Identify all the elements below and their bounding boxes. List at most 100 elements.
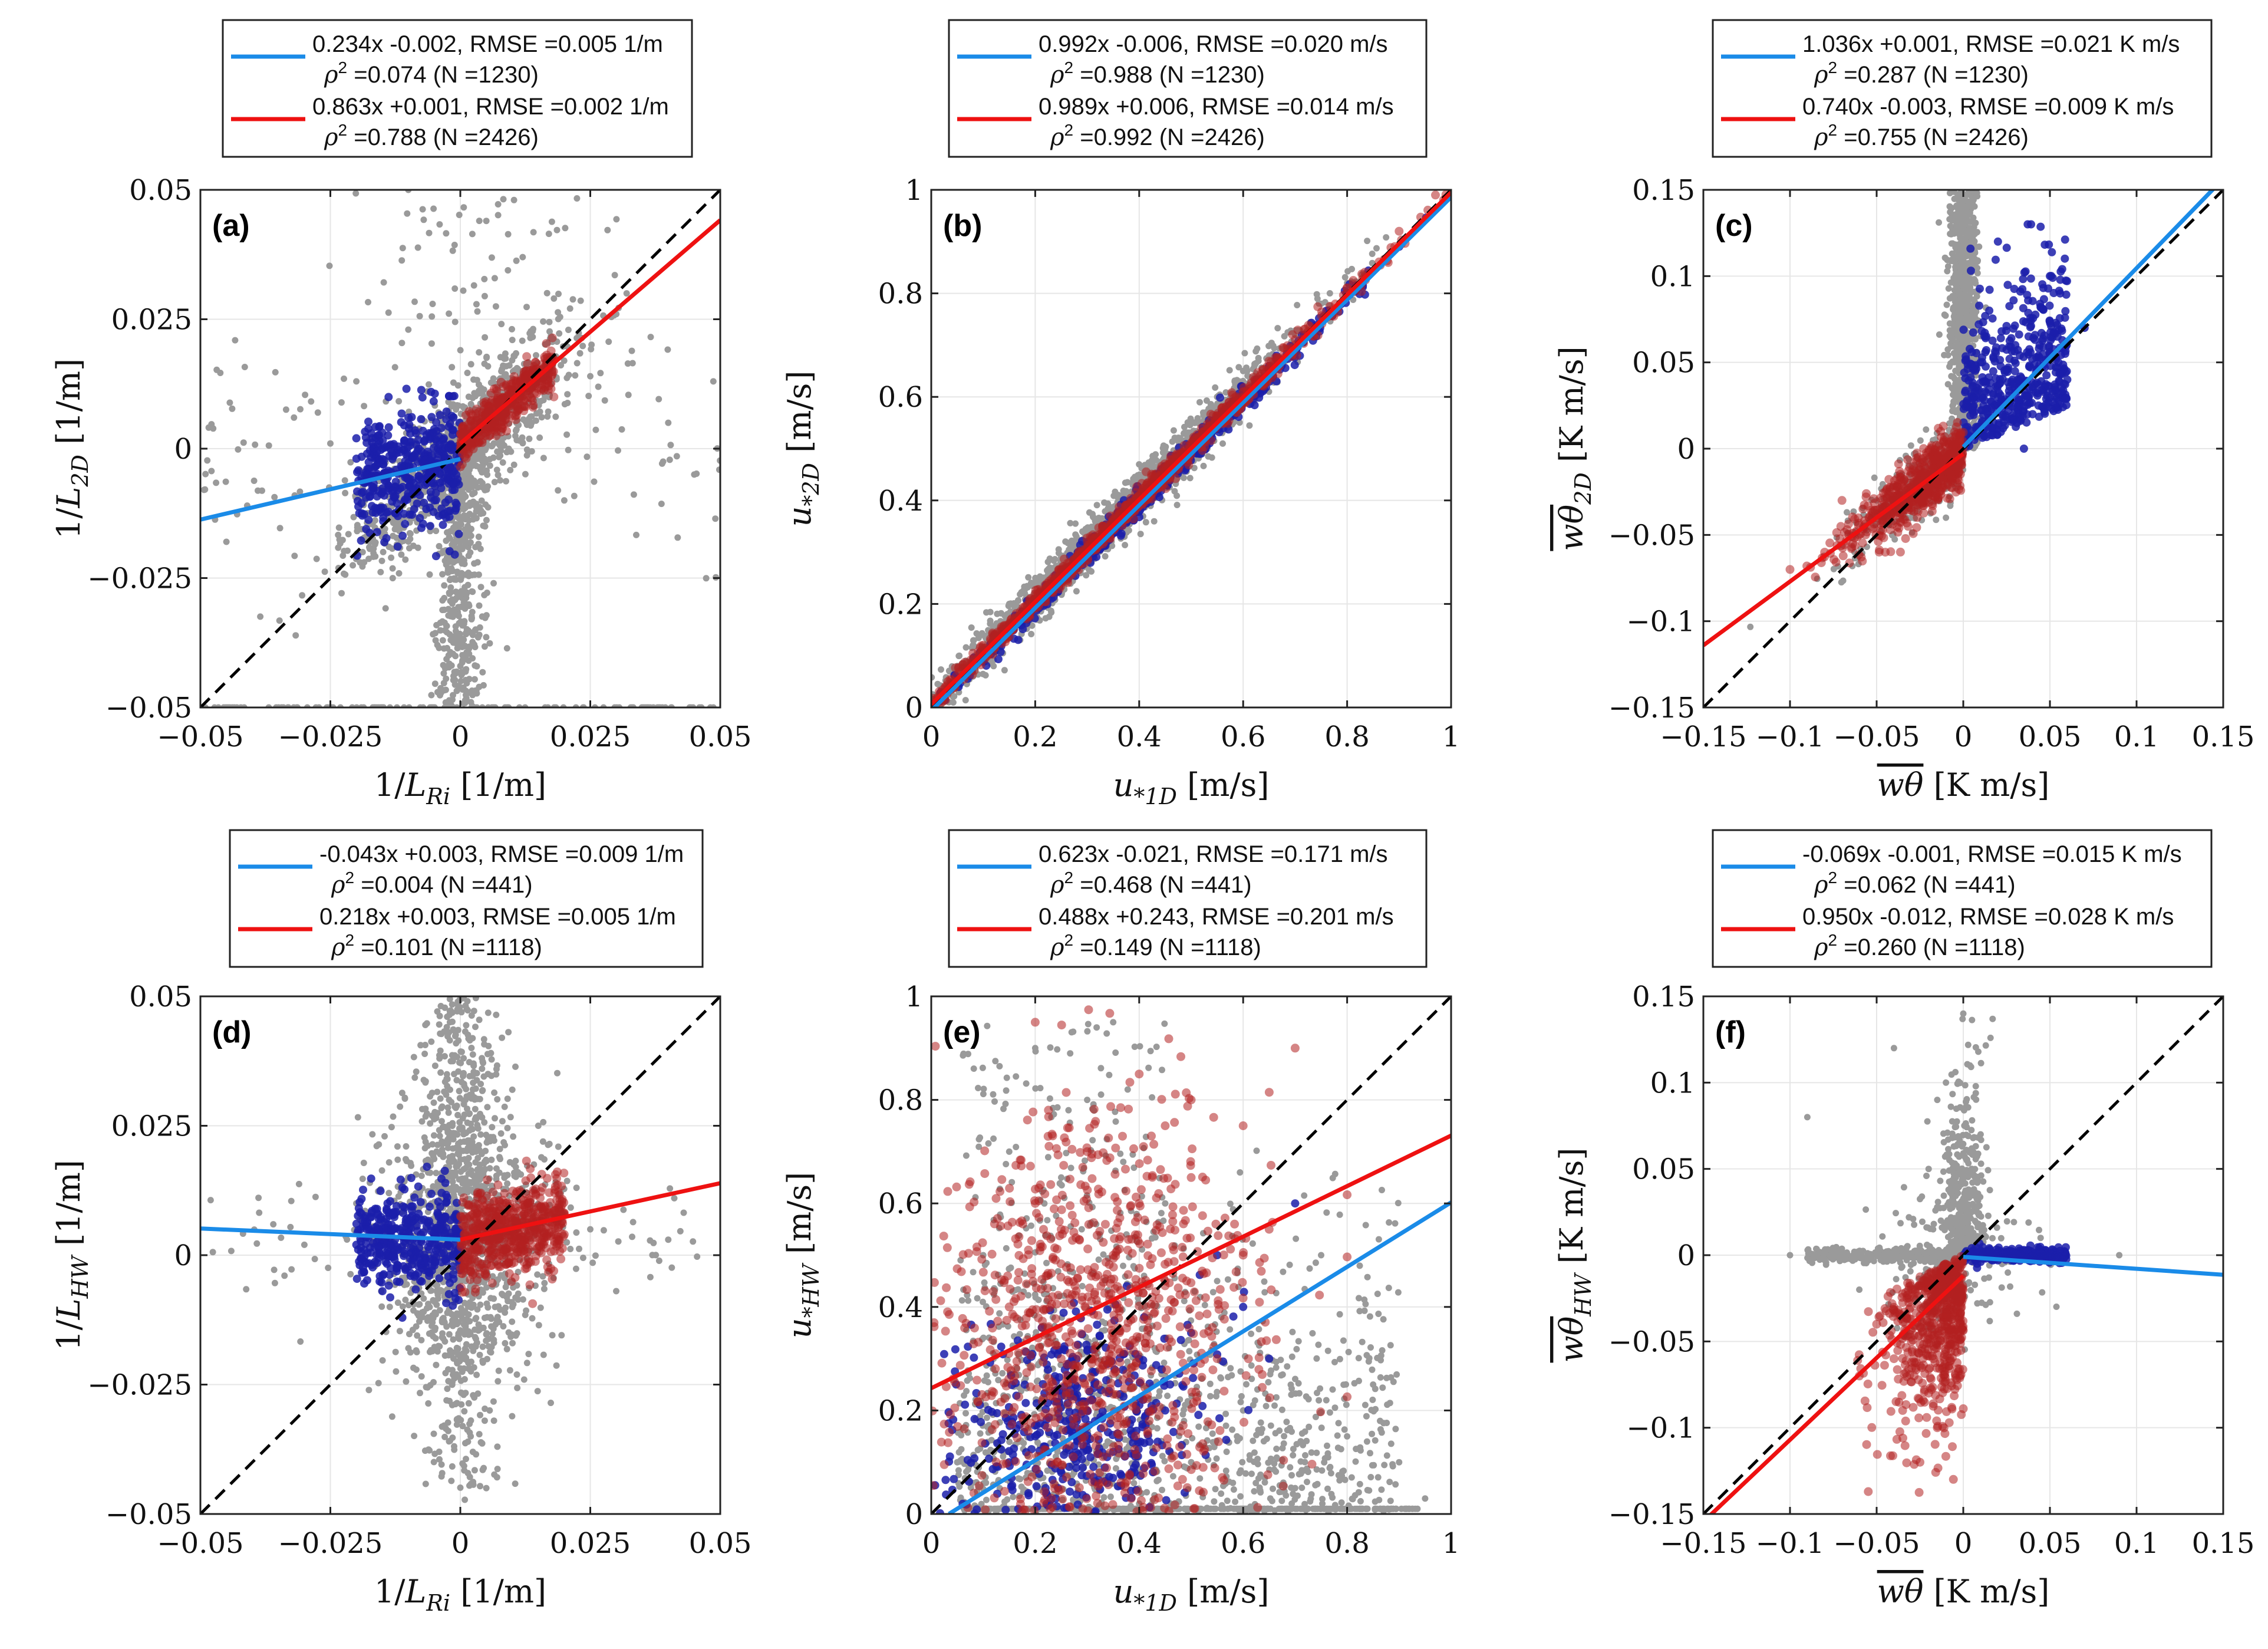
point-gray	[462, 667, 469, 673]
point-blue	[429, 443, 438, 452]
point-gray	[1383, 234, 1390, 241]
point-gray	[597, 370, 604, 377]
point-gray	[467, 361, 474, 368]
point-gray	[962, 644, 970, 651]
point-gray	[380, 279, 387, 286]
point-gray	[1200, 462, 1207, 469]
point-gray	[404, 210, 411, 217]
point-gray	[496, 453, 503, 460]
point-gray	[377, 568, 384, 575]
point-blue	[452, 500, 461, 509]
point-gray	[389, 565, 396, 572]
point-gray	[344, 547, 351, 554]
point-gray	[510, 196, 517, 203]
point-gray	[476, 624, 483, 631]
point-blue	[405, 482, 414, 491]
point-blue	[426, 503, 434, 512]
point-gray	[345, 531, 352, 538]
point-gray	[513, 426, 520, 433]
point-gray	[426, 571, 433, 578]
point-gray	[466, 650, 473, 657]
point-gray	[405, 326, 412, 333]
point-gray	[540, 455, 547, 462]
point-gray	[613, 216, 620, 223]
point-gray	[469, 655, 476, 662]
point-gray	[624, 360, 631, 367]
point-gray	[461, 584, 468, 591]
point-gray	[308, 398, 315, 405]
point-gray	[573, 360, 581, 367]
point-gray	[550, 295, 558, 302]
point-gray	[546, 318, 553, 325]
point-gray	[1254, 345, 1261, 352]
point-gray	[1073, 588, 1080, 595]
point-gray	[548, 218, 555, 225]
point-gray	[405, 538, 412, 545]
point-blue	[394, 486, 403, 495]
point-blue	[354, 502, 362, 511]
point-gray	[540, 318, 547, 325]
point-gray	[512, 432, 519, 439]
point-gray	[1219, 440, 1226, 447]
point-gray	[528, 419, 535, 426]
point-gray	[433, 621, 440, 628]
point-gray	[540, 397, 547, 404]
point-gray	[483, 353, 490, 360]
point-gray	[495, 472, 502, 479]
point-gray	[297, 406, 304, 413]
point-gray	[326, 262, 333, 269]
point-blue	[440, 451, 449, 460]
point-gray	[553, 226, 561, 233]
point-gray	[259, 487, 265, 494]
point-blue	[383, 442, 391, 451]
point-gray	[1122, 542, 1129, 548]
point-gray	[480, 682, 487, 689]
point-gray	[569, 296, 576, 303]
point-blue	[402, 384, 411, 393]
point-gray	[488, 254, 495, 261]
point-gray	[399, 245, 406, 252]
point-gray	[385, 309, 392, 316]
point-blue	[352, 434, 361, 443]
point-gray	[486, 462, 493, 469]
point-gray	[1241, 350, 1248, 357]
point-gray	[658, 501, 665, 508]
point-gray	[1186, 475, 1194, 482]
point-red	[523, 359, 532, 368]
point-gray	[526, 330, 533, 337]
point-gray	[395, 398, 403, 405]
point-gray	[588, 345, 595, 353]
point-gray	[452, 670, 459, 677]
point-red	[521, 402, 530, 412]
point-gray	[667, 442, 674, 449]
point-gray	[291, 552, 298, 559]
point-gray	[1088, 568, 1095, 575]
point-gray	[1069, 537, 1075, 544]
point-gray	[530, 229, 537, 236]
point-gray	[462, 677, 469, 683]
point-gray	[623, 290, 630, 297]
point-gray	[448, 403, 455, 410]
point-blue	[444, 495, 453, 504]
point-gray	[955, 653, 962, 660]
point-gray	[342, 571, 349, 578]
point-gray	[314, 409, 321, 416]
point-gray	[252, 441, 259, 448]
legend-r2-text: ρ2 =0.074 (N =1230)	[324, 58, 539, 88]
point-blue	[427, 387, 436, 396]
panels: −0.05 −0.025 0 0.025 0.05−0.05−0.02500.0250.…	[50, 19, 2254, 1616]
point-gray	[439, 597, 446, 604]
point-gray	[565, 327, 572, 333]
point-gray	[1196, 399, 1203, 406]
point-gray	[459, 657, 466, 664]
point-gray	[473, 690, 480, 697]
point-gray	[456, 212, 463, 218]
point-gray	[428, 340, 435, 347]
point-gray	[499, 366, 506, 373]
point-gray	[533, 352, 539, 359]
y-tick-label: 0.025	[111, 304, 192, 337]
point-gray	[555, 291, 562, 297]
point-gray	[1251, 360, 1258, 367]
point-gray	[519, 337, 526, 344]
point-red	[542, 339, 551, 348]
